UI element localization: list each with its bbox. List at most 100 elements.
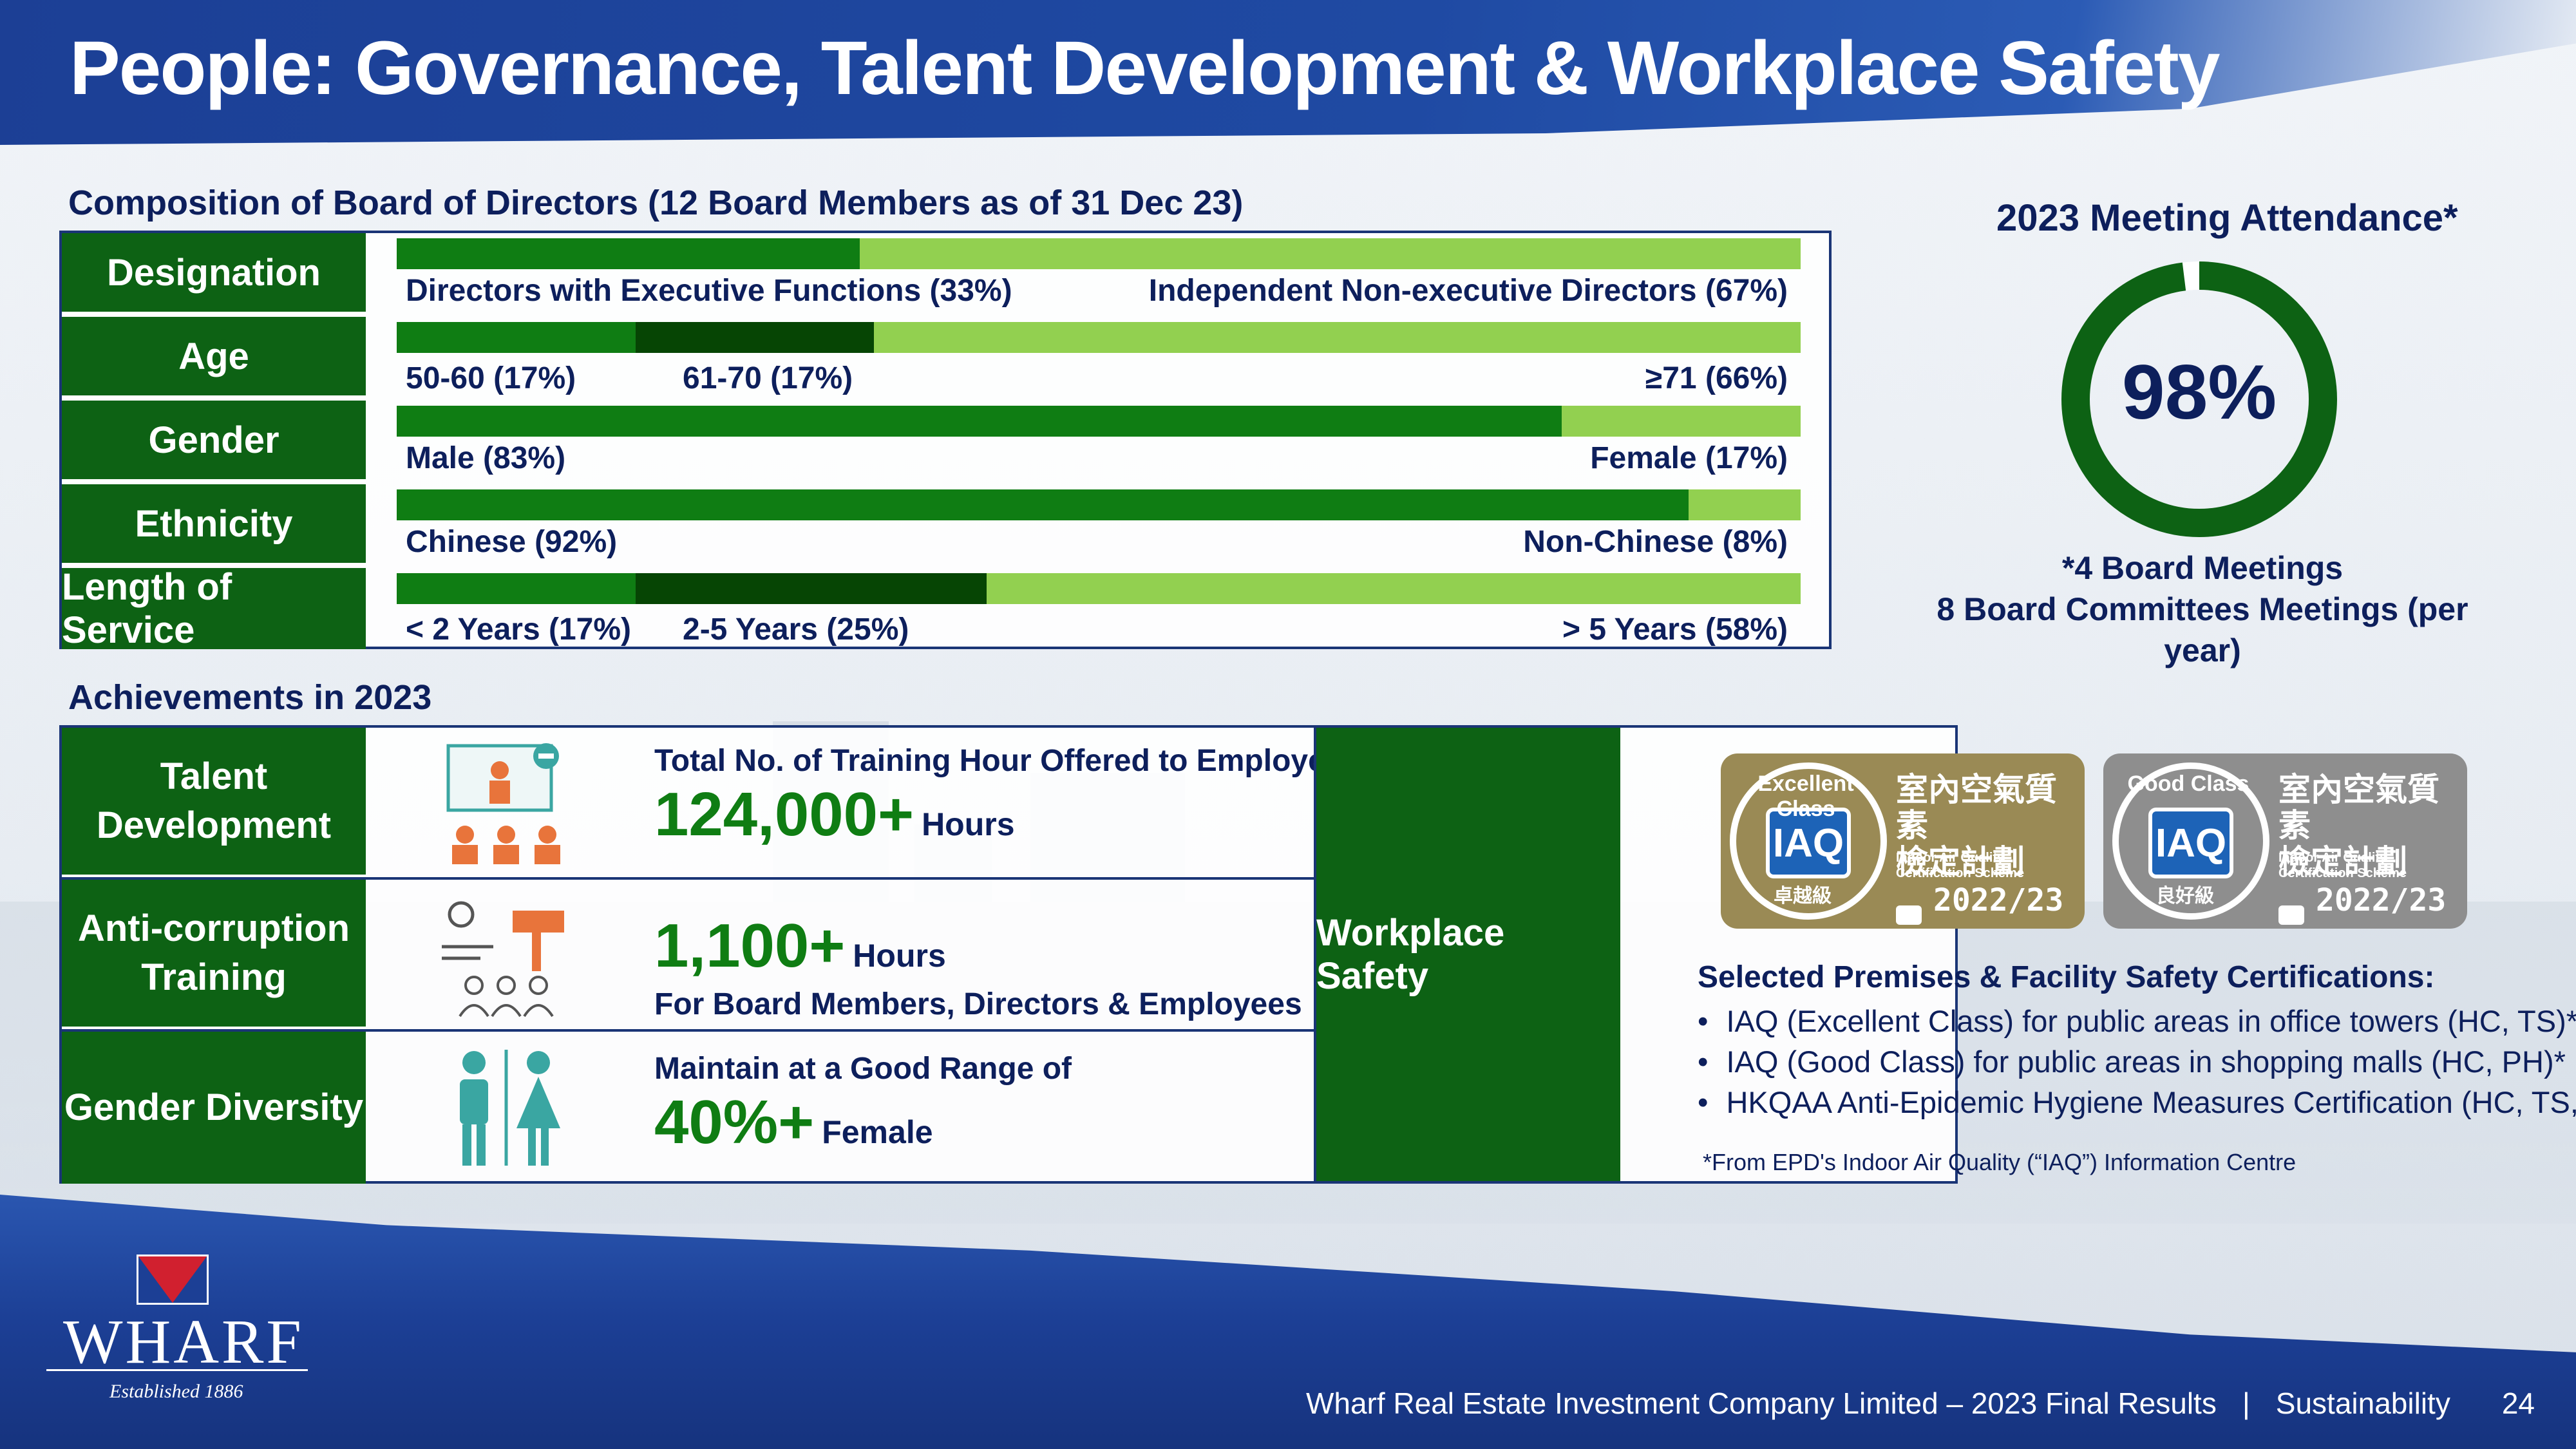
cert-item: HKQAA Anti-Epidemic Hygiene Measures Cer… bbox=[1698, 1082, 2576, 1122]
anticorruption-caption: For Board Members, Directors & Employees bbox=[654, 987, 1302, 1021]
badge-cn-line2: 檢定計劃 bbox=[1896, 844, 2025, 880]
cert-footnote: *From EPD's Indoor Air Quality (“IAQ”) I… bbox=[1703, 1149, 2297, 1175]
badge-cn-title: 室內空氣質素 檢定計劃 bbox=[2278, 772, 2459, 880]
bar-segment-female bbox=[1562, 406, 1801, 437]
bar-segment-male bbox=[397, 406, 1562, 437]
page-number: 24 bbox=[2501, 1387, 2535, 1420]
bar-segment-independent bbox=[860, 238, 1801, 269]
board-section-title: Composition of Board of Directors (12 Bo… bbox=[68, 184, 1244, 222]
segment-label: 50-60 (17%) bbox=[406, 361, 576, 395]
gender-diversity-icon bbox=[460, 1050, 560, 1166]
anticorruption-number: 1,100+ bbox=[654, 911, 846, 980]
row-label-length-of-service: Length of Service bbox=[62, 566, 366, 651]
row-label-ethnicity: Ethnicity bbox=[62, 484, 366, 565]
gender-value: 40%+ Female bbox=[654, 1087, 933, 1158]
badge-class-text: Excellent Class bbox=[1757, 772, 1854, 821]
bar-segment-under-2-years bbox=[397, 573, 636, 604]
ethnicity-bar bbox=[397, 489, 1801, 520]
attendance-note: *4 Board Meetings 8 Board Committees Mee… bbox=[1906, 547, 2499, 671]
badge-cn-line2: 檢定計劃 bbox=[2278, 844, 2407, 880]
epd-logo-icon bbox=[2278, 905, 2304, 925]
talent-caption: Total No. of Training Hour Offered to Em… bbox=[654, 744, 1370, 778]
badge-cn-line1: 室內空氣質素 bbox=[2278, 772, 2439, 844]
footer-text: Wharf Real Estate Investment Company Lim… bbox=[1306, 1386, 2535, 1421]
cert-item: IAQ (Excellent Class) for public areas i… bbox=[1698, 1001, 2576, 1041]
board-row-age: Age 50-60 (17%) 61-70 (17%) ≥71 (66%) bbox=[62, 317, 1829, 401]
badge-class-text: Good Class bbox=[2127, 772, 2249, 796]
anticorruption-value: 1,100+ Hours bbox=[654, 911, 946, 981]
segment-label: ≥71 (66%) bbox=[1645, 361, 1788, 395]
gender-number: 40%+ bbox=[654, 1088, 815, 1157]
attendance-note-line2: 8 Board Committees Meetings (per year) bbox=[1937, 591, 2468, 668]
segment-label: < 2 Years (17%) bbox=[406, 612, 632, 647]
cert-item: IAQ (Good Class) for public areas in sho… bbox=[1698, 1041, 2576, 1082]
bar-segment-61-70 bbox=[635, 322, 875, 353]
segment-label: Independent Non-executive Directors (67%… bbox=[1148, 274, 1788, 308]
anticorruption-label-line2: Training bbox=[141, 956, 287, 998]
board-row-length-of-service: Length of Service < 2 Years (17%) 2-5 Ye… bbox=[62, 566, 1829, 652]
wharf-logo-icon bbox=[137, 1255, 209, 1305]
segment-label: 2-5 Years (25%) bbox=[683, 612, 909, 647]
board-composition-table: Designation Directors with Executive Fun… bbox=[59, 231, 1832, 652]
bar-segment-2-5-years bbox=[635, 573, 987, 604]
training-presentation-icon bbox=[446, 743, 560, 864]
iaq-seal-text: IAQ bbox=[2148, 808, 2233, 878]
segment-label: > 5 Years (58%) bbox=[1562, 612, 1788, 647]
badge-year: 2022/23 bbox=[1933, 882, 2064, 918]
iaq-seal: IAQ bbox=[1730, 762, 1887, 920]
logo-divider bbox=[46, 1369, 308, 1371]
badge-cn-title: 室內空氣質素 檢定計劃 bbox=[1896, 772, 2076, 880]
badge-en-line2: Certification Scheme bbox=[1896, 866, 2024, 880]
anticorruption-label-line1: Anti-corruption bbox=[77, 907, 350, 949]
row-label-age: Age bbox=[62, 317, 366, 398]
cert-title: Selected Premises & Facility Safety Cert… bbox=[1698, 960, 2435, 994]
board-row-gender: Gender Male (83%) Female (17%) bbox=[62, 401, 1829, 484]
gender-unit: Female bbox=[822, 1114, 933, 1150]
achievement-row-anticorruption: Anti-corruption Training 1,100+ Hours For … bbox=[62, 880, 1314, 1032]
row-label-workplace-safety: Workplace Safety bbox=[1316, 728, 1620, 1181]
anticorruption-gavel-icon bbox=[442, 901, 564, 1018]
talent-label-line2: Development bbox=[96, 804, 332, 846]
badge-cn-line1: 室內空氣質素 bbox=[1896, 772, 2057, 844]
page-title: People: Governance, Talent Development &… bbox=[70, 26, 2220, 111]
footer-company: Wharf Real Estate Investment Company Lim… bbox=[1305, 1387, 2217, 1420]
segment-label: Male (83%) bbox=[406, 441, 566, 475]
segment-label: 61-70 (17%) bbox=[683, 361, 853, 395]
donut-arc bbox=[2061, 261, 2337, 537]
row-label-anticorruption: Anti-corruption Training bbox=[62, 880, 366, 1029]
iaq-seal-text: IAQ bbox=[1766, 808, 1851, 878]
segment-label: Chinese (92%) bbox=[406, 525, 618, 559]
badge-en-title: Indoor Air Quality Certification Scheme bbox=[2278, 850, 2407, 881]
badge-en-line1: Indoor Air Quality bbox=[1896, 851, 2005, 865]
logo-established: Established 1886 bbox=[109, 1381, 243, 1402]
row-label-gender: Gender bbox=[62, 401, 366, 482]
talent-unit: Hours bbox=[922, 806, 1015, 842]
talent-label-line1: Talent bbox=[160, 755, 268, 797]
workplace-divider bbox=[1314, 728, 1316, 1181]
bar-segment-executive bbox=[397, 238, 860, 269]
designation-bar bbox=[397, 238, 1801, 269]
footer-separator: | bbox=[2242, 1387, 2250, 1420]
attendance-title: 2023 Meeting Attendance* bbox=[1996, 197, 2458, 239]
board-row-designation: Designation Directors with Executive Fun… bbox=[62, 233, 1829, 317]
badge-grade: 良好級 bbox=[2156, 886, 2214, 907]
row-label-talent: Talent Development bbox=[62, 728, 366, 877]
segment-label: Directors with Executive Functions (33%) bbox=[406, 274, 1012, 308]
row-label-designation: Designation bbox=[62, 233, 366, 314]
iaq-excellent-badge: IAQ Excellent Class 室內空氣質素 檢定計劃 Indoor A… bbox=[1721, 753, 2085, 929]
talent-number: 124,000+ bbox=[654, 780, 914, 849]
iaq-seal: IAQ bbox=[2112, 762, 2269, 920]
talent-value: 124,000+ Hours bbox=[654, 779, 1015, 850]
badge-year: 2022/23 bbox=[2316, 882, 2447, 918]
badge-en-line1: Indoor Air Quality bbox=[2278, 851, 2387, 865]
badge-grade: 卓越級 bbox=[1774, 886, 1832, 907]
row-label-gender-diversity: Gender Diversity bbox=[62, 1032, 366, 1184]
age-bar bbox=[397, 322, 1801, 353]
epd-logo-icon bbox=[1896, 905, 1922, 925]
achievements-table: Talent Development Total No. of Training … bbox=[59, 725, 2576, 1184]
wharf-logo-wordmark: WHARF bbox=[63, 1307, 304, 1377]
footer-section: Sustainability bbox=[2275, 1387, 2450, 1420]
iaq-good-badge: IAQ Good Class 室內空氣質素 檢定計劃 Indoor Air Qu… bbox=[2103, 753, 2467, 929]
attendance-note-line1: *4 Board Meetings bbox=[2061, 550, 2344, 586]
anticorruption-unit: Hours bbox=[853, 938, 946, 974]
